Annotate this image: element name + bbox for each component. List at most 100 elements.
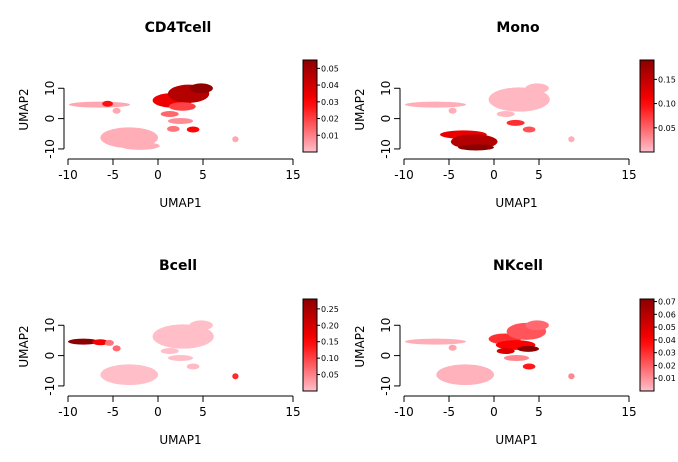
x-tick-label: 0 (154, 168, 162, 182)
y-tick-label: -10 (379, 139, 393, 159)
x-tick-label: -5 (107, 405, 119, 419)
cluster-point (568, 136, 575, 143)
cluster-point (168, 102, 196, 111)
x-tick-label: -10 (58, 168, 78, 182)
cluster-point (488, 87, 550, 112)
colorbar-tick-label: 0.02 (321, 115, 339, 124)
colorbar-tick-label: 0.25 (321, 305, 339, 314)
colorbar-tick-label: 0.15 (658, 75, 676, 84)
cluster-point (189, 83, 213, 94)
cluster-point (232, 373, 239, 380)
colorbar (639, 298, 655, 392)
cluster-point (186, 363, 200, 370)
y-tick-label: -10 (43, 376, 57, 396)
y-axis-label: UMAP2 (353, 88, 367, 130)
x-tick-label: -5 (443, 168, 455, 182)
x-tick-label: 5 (199, 168, 207, 182)
y-axis-label: UMAP2 (353, 325, 367, 367)
panel-title: NKcell (493, 258, 543, 274)
x-axis-label: UMAP1 (159, 196, 201, 210)
x-tick-label: 0 (154, 405, 162, 419)
cluster-point (102, 100, 113, 107)
cluster-point (506, 119, 525, 126)
colorbar-tick-label: 0.01 (658, 374, 676, 383)
colorbar-tick-label: 0.01 (321, 131, 339, 140)
y-tick-label: 10 (43, 81, 57, 96)
x-tick-label: 15 (621, 405, 636, 419)
cluster-point (68, 338, 99, 345)
colorbar-tick-label: 0.04 (321, 81, 339, 90)
x-tick-label: 0 (490, 405, 498, 419)
cluster-point (496, 111, 515, 118)
cluster-point (167, 118, 194, 125)
y-tick-label: 10 (43, 318, 57, 333)
cluster-point (152, 324, 214, 349)
y-axis-label: UMAP2 (17, 325, 31, 367)
y-tick-label: 0 (379, 115, 393, 123)
x-tick-label: 0 (490, 168, 498, 182)
x-tick-label: 5 (535, 168, 543, 182)
y-tick-label: 0 (43, 115, 57, 123)
cluster-point (448, 344, 457, 351)
x-tick-label: -5 (443, 405, 455, 419)
colorbar-tick-label: 0.05 (658, 323, 676, 332)
y-tick-label: 0 (43, 352, 57, 360)
cluster-point (104, 339, 114, 346)
colorbar-tick-label: 0.15 (321, 338, 339, 347)
cluster-point (112, 107, 121, 114)
cluster-point (100, 364, 158, 386)
colorbar-tick-label: 0.02 (658, 361, 676, 370)
cluster-point (503, 355, 530, 362)
cluster-point (120, 141, 160, 150)
y-tick-label: -10 (43, 139, 57, 159)
colorbar (302, 59, 318, 153)
panel-cd4tcell: CD4Tcell -10 -5 0 5 15 -10 0 10 UMAP1 UMAP2 0.01 0.0… (17, 20, 339, 210)
colorbar-tick-label: 0.05 (321, 371, 339, 380)
x-tick-label: -5 (107, 168, 119, 182)
x-tick-label: 5 (535, 405, 543, 419)
colorbar-tick-label: 0.05 (321, 64, 339, 73)
x-tick-label: 15 (621, 168, 636, 182)
y-tick-label: 10 (379, 318, 393, 333)
x-tick-label: 15 (285, 405, 300, 419)
colorbar-tick-label: 0.10 (321, 354, 339, 363)
cluster-point (436, 364, 495, 386)
cluster-point (404, 338, 467, 345)
y-axis-label: UMAP2 (17, 88, 31, 130)
cluster-point (448, 107, 457, 114)
cluster-point (568, 373, 575, 380)
y-tick-label: 10 (379, 81, 393, 96)
cluster-point (232, 136, 239, 143)
cluster-point (189, 320, 213, 331)
colorbar-tick-label: 0.04 (658, 336, 676, 345)
panel-mono: Mono -10 -5 0 5 15 -10 0 10 UMAP1 UMAP2 0.05 0.10 0.1… (353, 20, 676, 210)
cluster-point (112, 345, 121, 352)
cluster-point (496, 348, 515, 355)
x-tick-label: 15 (285, 168, 300, 182)
colorbar-tick-label: 0.03 (321, 98, 339, 107)
panel-title: CD4Tcell (145, 20, 212, 36)
cluster-point (160, 111, 179, 118)
cluster-point (458, 144, 494, 151)
cluster-point (517, 345, 539, 352)
cluster-point (167, 125, 180, 132)
cluster-point (186, 126, 200, 133)
panel-title: Bcell (159, 258, 197, 274)
colorbar-tick-label: 0.20 (321, 321, 339, 330)
colorbar-tick-label: 0.06 (658, 310, 676, 319)
x-tick-label: -10 (394, 168, 414, 182)
colorbar (302, 298, 318, 392)
cluster-point (404, 101, 467, 108)
x-tick-label: -10 (58, 405, 78, 419)
cluster-point (167, 355, 194, 362)
colorbar (639, 59, 655, 153)
x-axis-label: UMAP1 (495, 433, 537, 447)
panel-title: Mono (496, 20, 540, 36)
panel-nkcell: NKcell -10 -5 0 5 15 -10 0 10 UMAP1 UMAP2 0.01 0.02 0… (353, 258, 676, 447)
cluster-point (160, 348, 179, 355)
cluster-point (522, 126, 536, 133)
cluster-point (68, 101, 131, 108)
cluster-point (92, 339, 109, 346)
y-tick-label: 0 (379, 352, 393, 360)
